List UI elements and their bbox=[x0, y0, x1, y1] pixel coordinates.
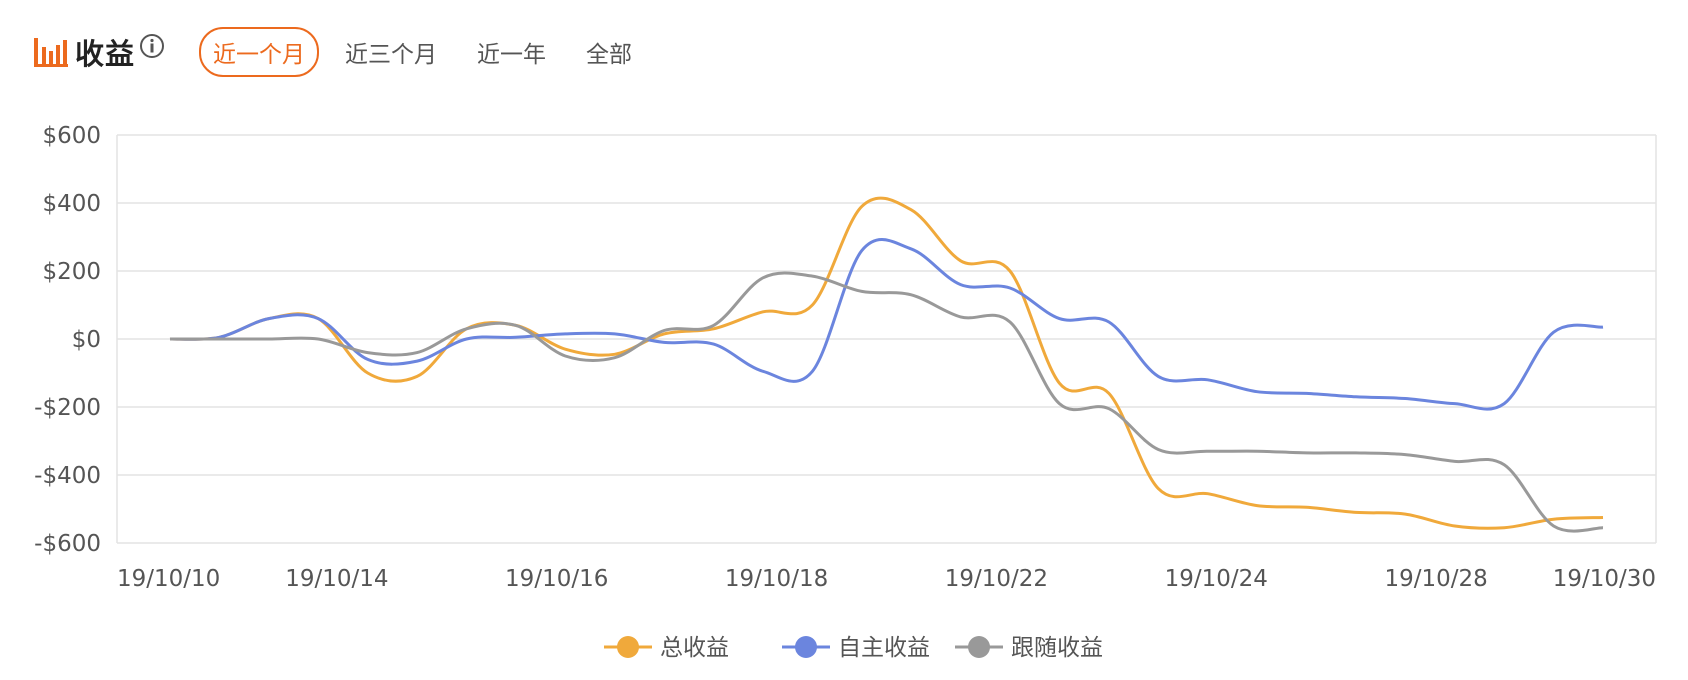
chart-series bbox=[169, 196, 1604, 533]
legend-marker bbox=[795, 636, 817, 658]
page-title: 收益 bbox=[75, 37, 136, 71]
y-tick-label: -$600 bbox=[34, 531, 101, 557]
y-tick-label: $600 bbox=[42, 123, 101, 149]
tab-one-month[interactable]: 近一个月 bbox=[199, 27, 320, 77]
x-axis-ticks: 19/10/10 19/10/14 19/10/16 19/10/18 19/10/22… bbox=[117, 566, 1656, 592]
x-tick-label: 19/10/16 bbox=[505, 566, 608, 592]
series-line-0[interactable] bbox=[169, 196, 1604, 530]
y-tick-label: $400 bbox=[42, 191, 101, 217]
chart-legend: 总收益 自主收益 跟随收益 bbox=[604, 635, 1103, 661]
info-icon[interactable] bbox=[139, 33, 165, 59]
legend-item-2[interactable]: 跟随收益 bbox=[955, 635, 1103, 661]
y-tick-label: -$400 bbox=[34, 463, 101, 489]
x-tick-label: 19/10/30 bbox=[1553, 566, 1656, 592]
chart-header: 收益 近一个月 近三个月 近一年 全部 bbox=[33, 27, 658, 77]
y-axis-ticks: $600 $400 $200 $0 -$200 -$400 -$600 bbox=[34, 123, 101, 557]
y-tick-label: $0 bbox=[72, 327, 101, 353]
x-tick-label: 19/10/18 bbox=[725, 566, 828, 592]
legend-item-1[interactable]: 自主收益 bbox=[782, 635, 930, 661]
legend-label: 总收益 bbox=[660, 635, 729, 661]
legend-marker bbox=[968, 636, 990, 658]
period-tabs: 近一个月 近三个月 近一年 全部 bbox=[199, 27, 658, 77]
tab-all[interactable]: 全部 bbox=[586, 42, 633, 68]
bar-chart-icon bbox=[34, 38, 68, 67]
legend-label: 自主收益 bbox=[838, 635, 930, 661]
y-tick-label: $200 bbox=[42, 259, 101, 285]
y-tick-label: -$200 bbox=[34, 395, 101, 421]
legend-label: 跟随收益 bbox=[1011, 635, 1103, 661]
x-tick-label: 19/10/14 bbox=[285, 566, 388, 592]
series-line-2[interactable] bbox=[170, 271, 1604, 533]
series-line-1[interactable] bbox=[169, 238, 1604, 411]
chart-grid bbox=[116, 134, 1657, 544]
legend-item-0[interactable]: 总收益 bbox=[604, 635, 729, 661]
x-tick-label: 19/10/22 bbox=[945, 566, 1048, 592]
tab-one-year[interactable]: 近一年 bbox=[477, 42, 547, 68]
legend-marker bbox=[617, 636, 639, 658]
x-tick-label: 19/10/24 bbox=[1165, 566, 1268, 592]
x-tick-label: 19/10/10 bbox=[117, 566, 220, 592]
tab-three-months[interactable]: 近三个月 bbox=[345, 42, 438, 68]
x-tick-label: 19/10/28 bbox=[1384, 566, 1487, 592]
